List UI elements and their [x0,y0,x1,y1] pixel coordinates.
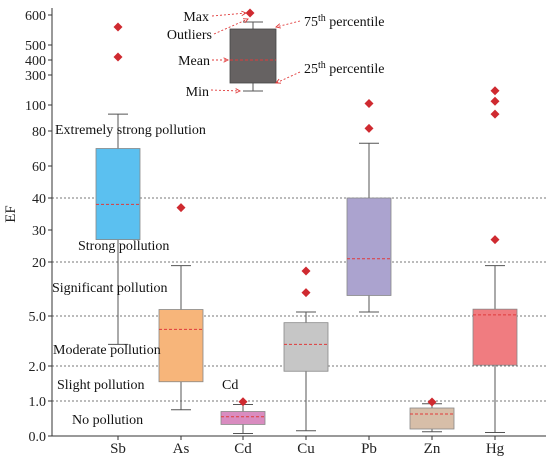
legend: Max Outliers Mean Min 75th percentile 25th pe… [167,8,384,100]
y-tick-label: 60 [32,160,46,175]
y-tick-label: 20 [32,256,46,271]
legend-arrow-p75-head [275,23,281,29]
box-cu [283,266,329,432]
y-tick-label: 300 [25,69,46,84]
x-tick-label: Hg [486,441,505,457]
pollution-zone-labels: Extremely strong pollution Strong polluti… [52,123,238,428]
zone-label: Slight pollution [57,378,145,393]
y-axis-title: EF [3,205,19,223]
box-sb [95,22,141,345]
y-tick-label: 1.0 [29,395,47,410]
zone-label: No pollution [72,413,143,428]
x-tick-label: As [173,441,190,457]
box-iqr [346,197,392,296]
legend-arrow-p75 [275,20,301,28]
box-iqr [158,309,204,383]
y-tick-label: 5.0 [29,310,47,325]
legend-label-outliers: Outliers [167,28,212,43]
outlier-point [364,99,374,108]
y-tick-label: 0.0 [29,430,47,445]
box-series [95,22,518,435]
box-pb [346,99,392,313]
legend-label-p75: 75th percentile [304,13,384,30]
legend-label-max: Max [183,10,209,25]
outlier-point [301,266,311,276]
x-tick-label: Sb [110,441,126,457]
annotation-label: Cd [222,378,238,393]
outlier-point [490,96,500,106]
box-iqr [283,322,329,372]
legend-arrow-p25-head [275,78,282,84]
box-iqr [472,308,518,366]
zone-label: Significant pollution [52,281,168,296]
y-tick-label: 40 [32,192,46,207]
legend-arrow-min-head [235,88,241,94]
y-tick-label: 2.0 [29,360,47,375]
legend-label-min: Min [186,85,209,100]
box-cd [220,397,266,435]
outlier-point [427,397,437,407]
x-tick-label: Pb [361,441,377,457]
legend-arrow-outliers-head [242,18,249,24]
legend-arrow-max [211,12,247,17]
outlier-point [176,203,186,213]
legend-arrow-max-head [241,10,247,17]
box-iqr [409,407,455,430]
box-zn [409,397,455,433]
legend-arrow-min [210,89,241,92]
legend-arrow-mean-head [223,57,229,63]
legend-box [229,28,277,84]
x-tick-label: Cd [234,441,252,457]
legend-label-p25: 25th percentile [304,60,384,77]
x-tick-label: Zn [424,441,441,457]
box-hg [472,86,518,433]
outlier-point [490,86,500,96]
outlier-point [238,397,248,407]
zone-label: Strong pollution [78,239,169,254]
legend-arrow-p25 [275,71,301,84]
box-as [158,203,204,411]
outlier-point [113,22,123,32]
box-iqr [95,148,141,240]
zone-label: Extremely strong pollution [55,123,206,138]
y-tick-label: 30 [32,224,46,239]
x-tick-label: Cu [297,441,315,457]
outlier-point [364,123,374,133]
zone-label: Moderate pollution [53,343,161,358]
legend-label-mean: Mean [178,54,210,69]
outlier-point [113,52,123,62]
y-tick-label: 400 [25,54,46,69]
legend-outlier-marker [245,8,255,18]
y-tick-label: 100 [25,99,46,114]
y-tick-label: 80 [32,125,46,140]
y-tick-label: 500 [25,39,46,54]
outlier-point [301,288,311,298]
outlier-point [490,235,500,245]
y-tick-label: 600 [25,9,46,24]
box-iqr [220,411,266,425]
outlier-point [490,109,500,119]
